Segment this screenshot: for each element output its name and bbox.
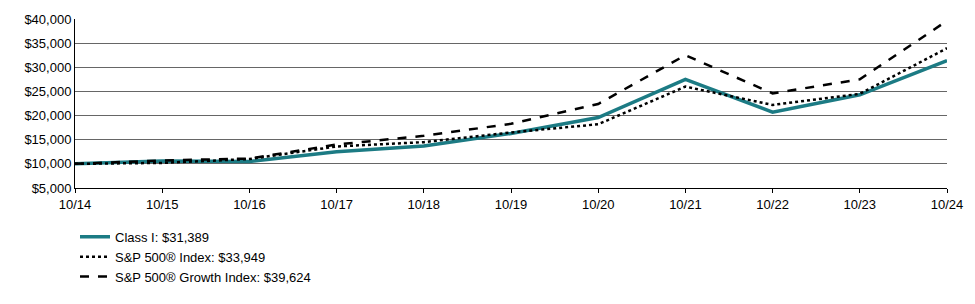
svg-text:10/23: 10/23 bbox=[844, 197, 877, 212]
svg-text:$25,000: $25,000 bbox=[24, 84, 71, 99]
svg-text:10/20: 10/20 bbox=[582, 197, 615, 212]
svg-text:10/14: 10/14 bbox=[59, 197, 92, 212]
svg-text:10/17: 10/17 bbox=[320, 197, 353, 212]
svg-text:S&P 500® Growth Index: $39,624: S&P 500® Growth Index: $39,624 bbox=[115, 270, 311, 285]
svg-text:$10,000: $10,000 bbox=[24, 156, 71, 171]
svg-text:10/18: 10/18 bbox=[408, 197, 441, 212]
svg-text:$35,000: $35,000 bbox=[24, 36, 71, 51]
svg-text:Class I: $31,389: Class I: $31,389 bbox=[115, 230, 209, 245]
svg-text:10/21: 10/21 bbox=[669, 197, 702, 212]
svg-text:$15,000: $15,000 bbox=[24, 132, 71, 147]
svg-text:$30,000: $30,000 bbox=[24, 60, 71, 75]
svg-text:10/19: 10/19 bbox=[495, 197, 528, 212]
svg-text:10/15: 10/15 bbox=[146, 197, 179, 212]
svg-text:$40,000: $40,000 bbox=[24, 12, 71, 27]
svg-text:S&P 500® Index: $33,949: S&P 500® Index: $33,949 bbox=[115, 250, 265, 265]
svg-text:$20,000: $20,000 bbox=[24, 108, 71, 123]
svg-text:$5,000: $5,000 bbox=[32, 181, 72, 196]
svg-text:10/22: 10/22 bbox=[756, 197, 789, 212]
svg-text:10/24: 10/24 bbox=[931, 197, 964, 212]
svg-text:10/16: 10/16 bbox=[233, 197, 266, 212]
